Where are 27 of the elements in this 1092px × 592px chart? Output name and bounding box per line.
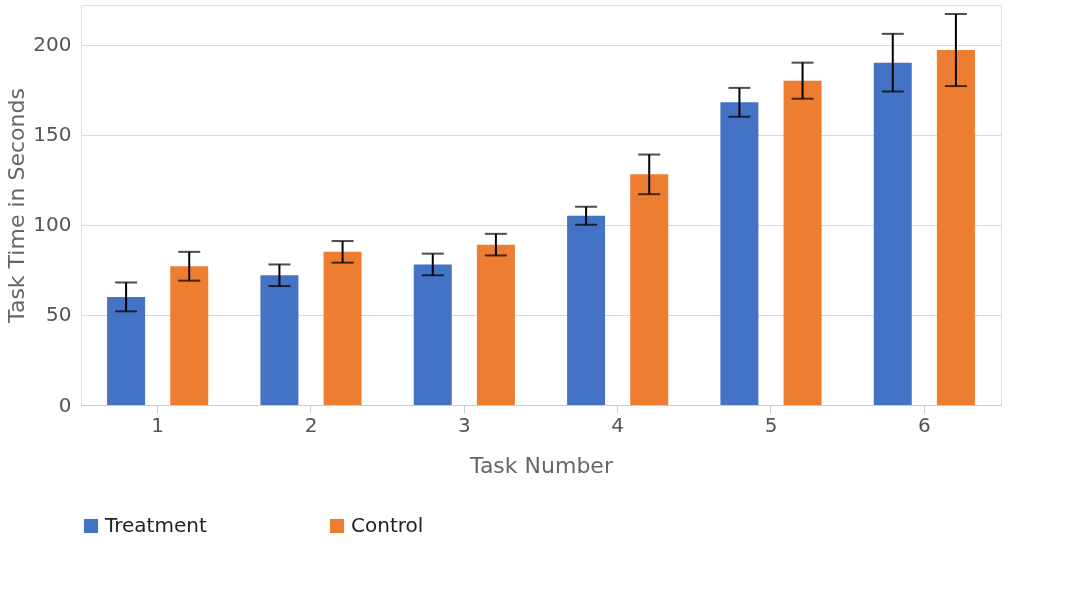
y-tick-label: 100: [33, 212, 72, 237]
y-tick-label: 150: [33, 122, 72, 147]
x-axis-title: Task Number: [469, 452, 614, 478]
y-tick-label: 0: [58, 392, 72, 417]
y-tick-label: 50: [46, 302, 72, 327]
bar: [260, 275, 299, 405]
y-axis-title: Task Time in Seconds: [4, 88, 30, 324]
y-tick-label: 200: [33, 32, 72, 57]
legend-label: Treatment: [104, 513, 207, 537]
bar: [630, 174, 669, 405]
x-tick-label: 6: [917, 412, 931, 437]
bar: [720, 102, 759, 405]
bar: [107, 296, 146, 405]
bar: [413, 264, 452, 405]
bar: [567, 215, 606, 405]
bar: [936, 50, 975, 405]
bar: [873, 62, 912, 405]
x-tick-label: 3: [457, 412, 471, 437]
x-tick-label: 1: [151, 412, 165, 437]
legend-label: Control: [351, 513, 424, 537]
bar: [323, 251, 362, 405]
x-tick-label: 2: [304, 412, 318, 437]
x-tick-label: 5: [764, 412, 778, 437]
bar: [170, 266, 209, 405]
bar: [783, 80, 822, 405]
bar: [476, 244, 515, 405]
x-tick-label: 4: [611, 412, 625, 437]
